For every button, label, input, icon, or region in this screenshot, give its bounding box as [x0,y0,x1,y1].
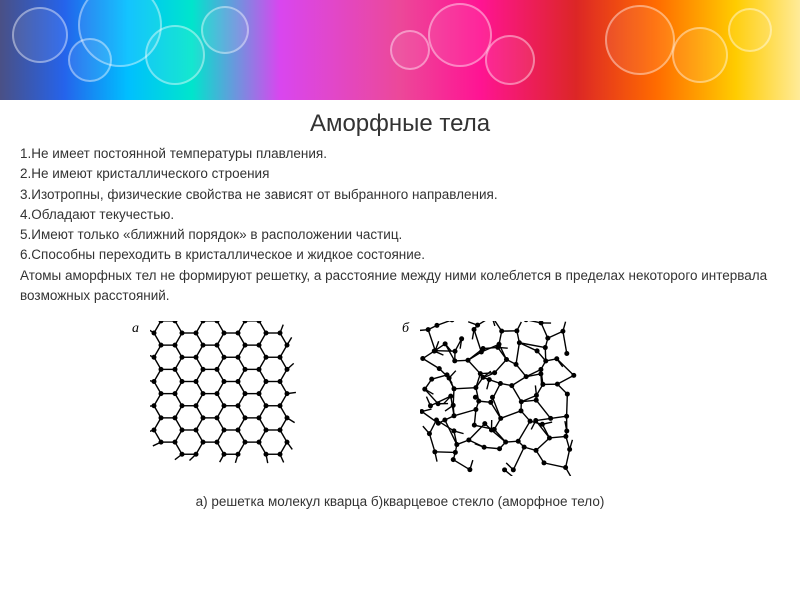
diagram-a: а [150,321,360,476]
diagram-b: б [420,321,650,476]
properties-list: 1.Не имеет постоянной температуры плавле… [20,144,780,266]
page-title: Аморфные тела [20,110,780,138]
list-item: 6.Способны переходить в кристаллическое … [20,245,780,265]
diagram-a-label: а [132,321,139,337]
crystal-lattice-svg [150,321,360,476]
list-item: 1.Не имеет постоянной температуры плавле… [20,144,780,164]
list-item: 2.Не имеют кристаллического строения [20,164,780,184]
diagrams-container: а б [20,321,780,476]
diagram-b-label: б [402,321,409,337]
list-item: 5.Имеют только «ближний порядок» в распо… [20,225,780,245]
list-item: 3.Изотропны, физические свойства не зави… [20,185,780,205]
amorphous-lattice-svg [420,321,650,476]
list-item: 4.Обладают текучестью. [20,205,780,225]
content-area: Аморфные тела 1.Не имеет постоянной темп… [0,100,800,514]
diagram-caption: а) решетка молекул кварца б)кварцевое ст… [20,494,780,509]
description-paragraph: Атомы аморфных тел не формируют решетку,… [20,266,780,307]
header-gradient [0,0,800,100]
